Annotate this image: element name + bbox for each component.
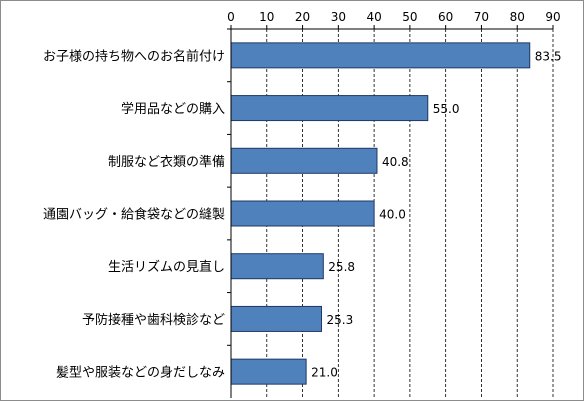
text-layer: 0 10 20 30 40 50 60 70 80 90 お子様の持ち物へのお名前付け 83.5 学用品… xyxy=(43,10,561,381)
category-label: 生活リズムの見直し xyxy=(108,259,225,275)
x-tick-label: 0 xyxy=(227,10,235,24)
bar xyxy=(230,358,307,385)
value-label: 25.8 xyxy=(328,260,355,274)
bar xyxy=(230,42,531,69)
x-tick-label: 90 xyxy=(545,10,560,24)
value-label: 40.8 xyxy=(382,155,409,169)
x-tick-label: 40 xyxy=(366,10,381,24)
category-label: 髪型や服装などの身だしなみ xyxy=(56,365,225,381)
value-label: 40.0 xyxy=(379,208,406,222)
bar xyxy=(230,95,429,122)
category-label: 通園バッグ・給食袋などの縫製 xyxy=(43,207,225,223)
value-label: 83.5 xyxy=(535,49,562,63)
x-tick-label: 50 xyxy=(402,10,417,24)
value-label: 25.3 xyxy=(327,313,354,327)
x-tick-label: 80 xyxy=(510,10,525,24)
bar xyxy=(230,253,324,280)
x-tick-label: 20 xyxy=(295,10,310,24)
grid-layer xyxy=(266,29,554,398)
axis-layer xyxy=(227,25,554,398)
bar-layer xyxy=(230,42,531,385)
x-tick-label: 30 xyxy=(331,10,346,24)
x-tick-label: 60 xyxy=(438,10,453,24)
bar xyxy=(230,147,378,174)
category-label: 学用品などの購入 xyxy=(121,101,225,117)
category-label: 制服など衣類の準備 xyxy=(108,154,225,170)
category-label: 予防接種や歯科検診など xyxy=(82,312,225,328)
bar xyxy=(230,305,323,332)
value-label: 55.0 xyxy=(433,102,460,116)
x-tick-label: 70 xyxy=(474,10,489,24)
category-label: お子様の持ち物へのお名前付け xyxy=(43,48,225,64)
value-label: 21.0 xyxy=(311,366,338,380)
x-tick-label: 10 xyxy=(259,10,274,24)
bar xyxy=(230,200,375,227)
